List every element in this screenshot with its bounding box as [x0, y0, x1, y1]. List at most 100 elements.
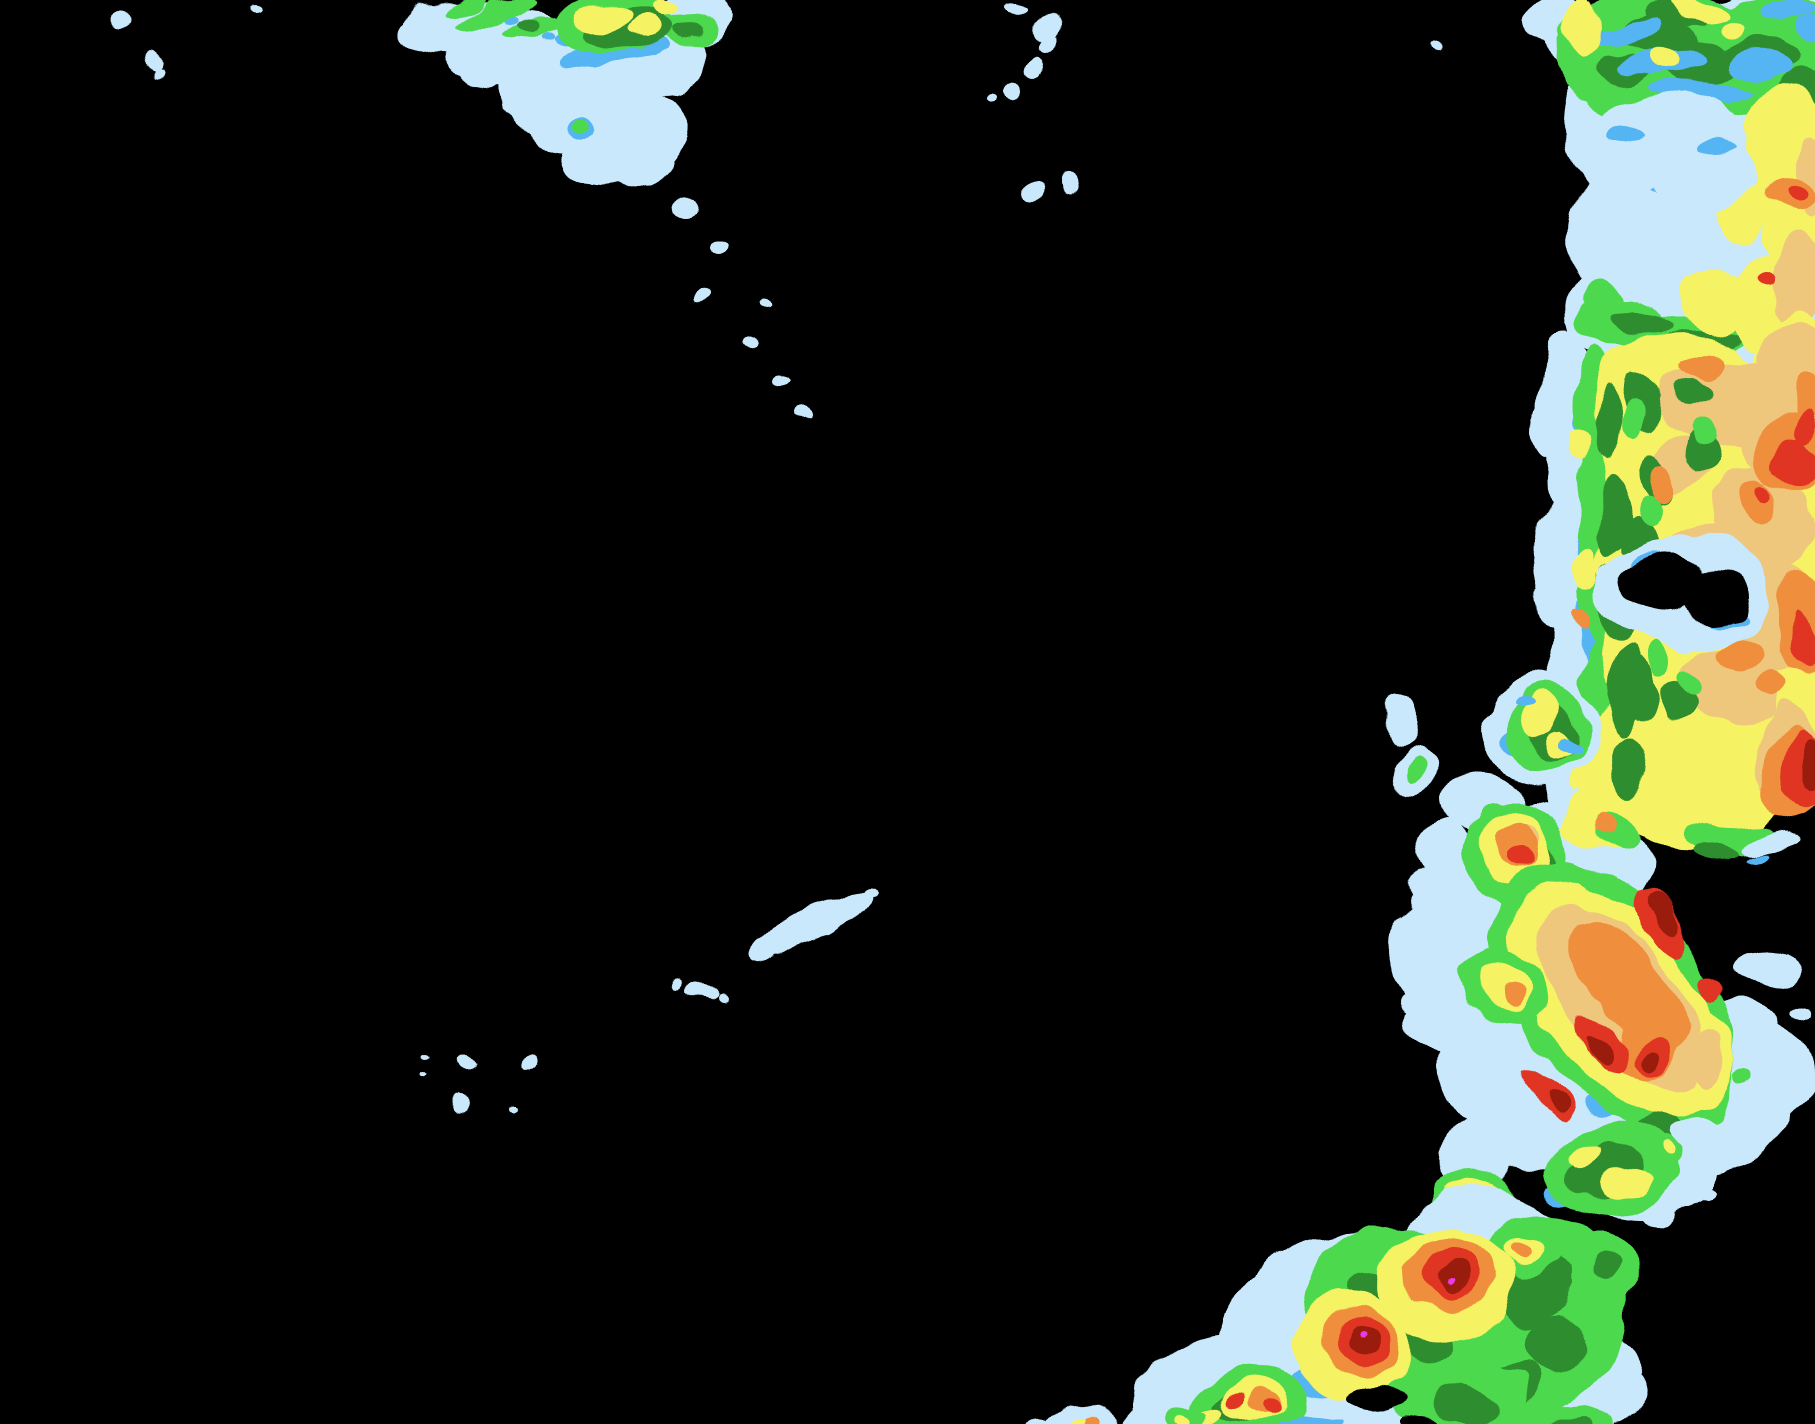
- radar-cell-green: [1679, 670, 1703, 694]
- radar-cell-medBlue: [1509, 695, 1533, 707]
- radar-cell-paleBlue: [1150, 1414, 1172, 1424]
- radar-cell-red: [1753, 273, 1773, 289]
- radar-cell-black: [1400, 1416, 1440, 1424]
- radar-cell-paleBlue: [1033, 53, 1049, 79]
- radar-cell-orange: [1575, 608, 1591, 628]
- radar-cell-yellow: [1662, 1148, 1676, 1158]
- radar-cell-paleBlue: [1027, 1416, 1055, 1424]
- radar-cell-yellow: [1068, 1416, 1084, 1424]
- radar-cell-yellow: [1183, 1411, 1199, 1423]
- radar-cell-green: [1624, 396, 1648, 436]
- radar-cell-red: [1702, 977, 1724, 1005]
- radar-cell-orange: [1081, 1417, 1101, 1424]
- radar-cell-paleBlue: [1643, 1205, 1679, 1227]
- radar-cell-paleBlue: [735, 335, 755, 349]
- radar-cell-paleBlue: [116, 17, 138, 33]
- radar-cell-medBlue: [607, 51, 643, 63]
- radar-cell-orange: [1795, 377, 1815, 427]
- radar-cell-paleBlue: [676, 981, 686, 989]
- radar-cell-darkGreen: [1657, 685, 1695, 719]
- radar-cell-paleBlue: [1743, 835, 1799, 857]
- radar-cell-darkRed: [1342, 1327, 1372, 1355]
- radar-cell-red: [1800, 417, 1815, 447]
- radar-cell-paleBlue: [1034, 12, 1058, 40]
- radar-cell-green: [442, 0, 494, 14]
- radar-cell-darkGreen: [1433, 1383, 1499, 1419]
- radar-cell-paleBlue: [1791, 1003, 1811, 1019]
- radar-cell-medBlue: [1561, 745, 1581, 757]
- radar-cell-green: [1740, 1071, 1758, 1085]
- radar-cell-darkGreen: [1692, 842, 1740, 860]
- radar-cell-yellow: [652, 0, 684, 15]
- radar-cell-tan: [1685, 1028, 1727, 1084]
- radar-cell-paleBlue: [405, 3, 455, 27]
- radar-cell-paleBlue: [1650, 150, 1760, 206]
- radar-cell-medBlue: [1734, 44, 1790, 80]
- radar-cell-yellow: [1602, 1168, 1656, 1198]
- radar-cell-paleBlue: [449, 1095, 463, 1117]
- radar-cell-paleBlue: [748, 939, 782, 963]
- radar-cell-orange: [1679, 348, 1723, 376]
- radar-cell-green: [1691, 417, 1711, 447]
- radar-cell-darkGreen: [1594, 384, 1624, 460]
- radar-cell-layer: [116, 0, 1815, 1424]
- radar-cell-paleBlue: [1404, 993, 1428, 1009]
- radar-cell-medBlue: [1797, 17, 1815, 39]
- radar-cell-paleBlue: [1537, 574, 1565, 630]
- radar-cell-paleBlue: [504, 1100, 514, 1108]
- radar-cell-yellow: [572, 2, 626, 26]
- radar-cell-tan: [1770, 234, 1815, 330]
- radar-cell-medBlue: [1612, 128, 1652, 144]
- radar-cell-orange: [1722, 637, 1762, 667]
- radar-cell-green: [1580, 279, 1624, 315]
- radar-cell-darkGreen: [1584, 1255, 1618, 1283]
- radar-cell-darkRed: [1642, 1050, 1660, 1072]
- radar-cell-magenta: [1810, 753, 1815, 759]
- radar-cell-paleBlue: [986, 96, 998, 106]
- radar-cell-paleBlue: [707, 244, 729, 260]
- radar-cell-paleBlue: [150, 52, 164, 74]
- radar-cell-paleBlue: [1042, 34, 1058, 50]
- radar-cell-darkGreen: [1611, 734, 1647, 798]
- radar-cell-paleBlue: [1587, 142, 1663, 198]
- radar-cell-paleBlue: [1673, 1118, 1729, 1154]
- radar-cell-yellow: [1682, 272, 1742, 332]
- radar-cell-paleBlue: [154, 72, 164, 80]
- radar-cell-yellow: [1720, 14, 1748, 32]
- radar-cell-paleBlue: [460, 65, 500, 95]
- radar-cell-magenta: [1445, 1280, 1451, 1286]
- radar-cell-medBlue: [1762, 1, 1815, 19]
- radar-cell-paleBlue: [426, 1070, 434, 1076]
- radar-cell-darkRed: [1541, 1089, 1561, 1113]
- radar-cell-medBlue: [1698, 144, 1746, 160]
- radar-cell-yellow: [622, 15, 666, 39]
- radar-cell-black: [1680, 574, 1752, 622]
- radar-cell-paleBlue: [774, 376, 790, 388]
- radar-cell-red: [1506, 849, 1532, 871]
- radar-cell-paleBlue: [1437, 1112, 1517, 1192]
- radar-cell-tan: [1682, 642, 1782, 722]
- radar-cell-darkRed: [1797, 734, 1815, 794]
- radar-cell-paleBlue: [1695, 1184, 1717, 1198]
- radar-cell-paleBlue: [1534, 408, 1558, 456]
- radar-cell-darkGreen: [1610, 311, 1674, 333]
- radar-cell-paleBlue: [1024, 185, 1048, 207]
- radar-cell-paleBlue: [711, 990, 721, 998]
- radar-cell-orange: [1754, 670, 1790, 694]
- radar-cell-darkGreen: [1608, 650, 1638, 734]
- radar-cell-paleBlue: [692, 294, 708, 306]
- radar-cell-yellow: [1645, 49, 1677, 69]
- radar-cell-green: [1402, 759, 1420, 781]
- radar-cell-red: [1753, 482, 1769, 502]
- radar-cell-paleBlue: [458, 1052, 474, 1066]
- radar-cell-black: [1340, 1384, 1406, 1410]
- radar-cell-green: [1639, 488, 1663, 524]
- radar-cell-darkGreen: [1674, 378, 1708, 406]
- radar-cell-paleBlue: [1006, 82, 1030, 104]
- radar-cell-darkRed: [1584, 1029, 1612, 1063]
- radar-cell-paleBlue: [762, 297, 774, 307]
- radar-cell-yellow: [1566, 1141, 1600, 1161]
- radar-cell-darkGreen: [1543, 1415, 1599, 1424]
- radar-cell-darkRed: [1646, 897, 1682, 941]
